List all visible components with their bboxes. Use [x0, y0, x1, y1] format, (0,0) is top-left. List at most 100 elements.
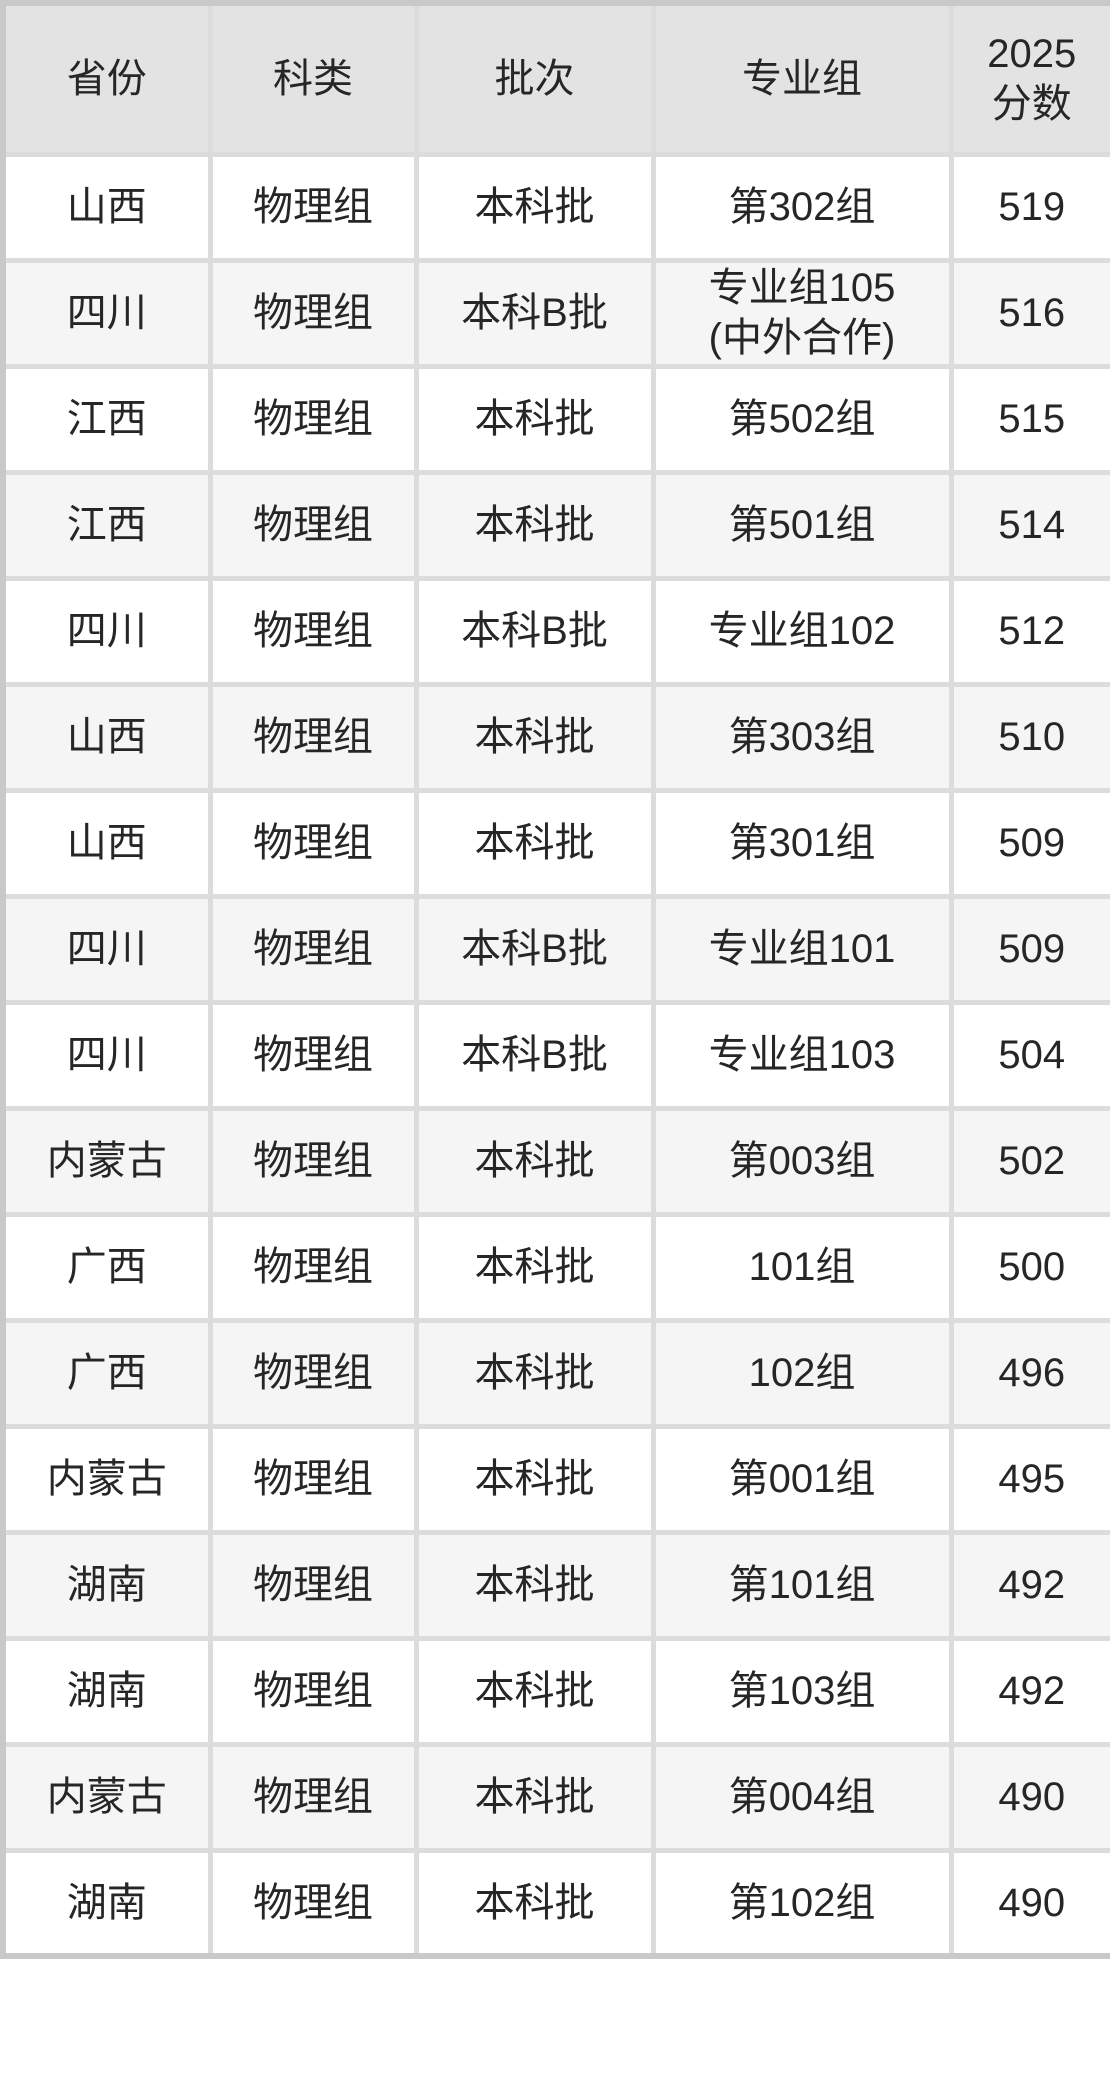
cell-batch: 本科批 — [413, 1635, 656, 1747]
cell-group: 第001组 — [650, 1423, 954, 1535]
table-row: 内蒙古 物理组 本科批 第004组 490 — [0, 1741, 1110, 1853]
table-body: 山西 物理组 本科批 第302组 519 四川 物理组 本科B批 专业组105 (中外合作) 51… — [0, 151, 1110, 1959]
cell-group: 第502组 — [650, 363, 954, 475]
cell-group: 第003组 — [650, 1105, 954, 1217]
cell-subject: 物理组 — [207, 1105, 419, 1217]
cell-subject: 物理组 — [207, 575, 419, 687]
table-row: 四川 物理组 本科B批 专业组101 509 — [0, 893, 1110, 1005]
cell-batch: 本科批 — [413, 1529, 656, 1641]
cell-subject: 物理组 — [207, 257, 419, 369]
cell-subject: 物理组 — [207, 1211, 419, 1323]
cell-subject: 物理组 — [207, 469, 419, 581]
cell-group: 第302组 — [650, 151, 954, 263]
cell-batch: 本科批 — [413, 1317, 656, 1429]
table-row: 广西 物理组 本科批 102组 496 — [0, 1317, 1110, 1429]
table-row: 四川 物理组 本科B批 专业组103 504 — [0, 999, 1110, 1111]
cell-group: 专业组105 (中外合作) — [650, 257, 954, 369]
cell-batch: 本科批 — [413, 1423, 656, 1535]
cell-group: 第103组 — [650, 1635, 954, 1747]
cell-batch: 本科批 — [413, 363, 656, 475]
cell-subject: 物理组 — [207, 1529, 419, 1641]
cell-province: 山西 — [0, 787, 213, 899]
cell-score: 504 — [948, 999, 1110, 1111]
scores-table: 省份 科类 批次 专业组 2025 分数 山西 物理组 本科批 第302组 519 四川物… — [0, 0, 1110, 1959]
table-row: 内蒙古 物理组 本科批 第003组 502 — [0, 1105, 1110, 1217]
table-row: 四川 物理组 本科B批 专业组102 512 — [0, 575, 1110, 687]
cell-subject: 物理组 — [207, 681, 419, 793]
cell-province: 广西 — [0, 1317, 213, 1429]
cell-group: 第501组 — [650, 469, 954, 581]
cell-score: 500 — [948, 1211, 1110, 1323]
cell-score: 490 — [948, 1741, 1110, 1853]
cell-score: 512 — [948, 575, 1110, 687]
cell-score: 515 — [948, 363, 1110, 475]
cell-province: 四川 — [0, 893, 213, 1005]
cell-subject: 物理组 — [207, 893, 419, 1005]
cell-group: 专业组102 — [650, 575, 954, 687]
cell-group: 专业组101 — [650, 893, 954, 1005]
table-row: 江西 物理组 本科批 第502组 515 — [0, 363, 1110, 475]
cell-score: 490 — [948, 1847, 1110, 1959]
cell-group: 第303组 — [650, 681, 954, 793]
cell-score: 510 — [948, 681, 1110, 793]
cell-province: 江西 — [0, 469, 213, 581]
col-header-province: 省份 — [0, 0, 213, 157]
cell-subject: 物理组 — [207, 1423, 419, 1535]
table-row: 山西 物理组 本科批 第303组 510 — [0, 681, 1110, 793]
cell-subject: 物理组 — [207, 1635, 419, 1747]
cell-group: 第301组 — [650, 787, 954, 899]
cell-batch: 本科批 — [413, 1105, 656, 1217]
cell-subject: 物理组 — [207, 1317, 419, 1429]
cell-subject: 物理组 — [207, 363, 419, 475]
cell-score: 516 — [948, 257, 1110, 369]
col-header-subject: 科类 — [207, 0, 419, 157]
cell-province: 湖南 — [0, 1847, 213, 1959]
cell-batch: 本科批 — [413, 1741, 656, 1853]
cell-province: 内蒙古 — [0, 1423, 213, 1535]
cell-batch: 本科B批 — [413, 893, 656, 1005]
table-row: 湖南 物理组 本科批 第102组 490 — [0, 1847, 1110, 1959]
cell-province: 湖南 — [0, 1529, 213, 1641]
table-row: 广西 物理组 本科批 101组 500 — [0, 1211, 1110, 1323]
cell-province: 四川 — [0, 257, 213, 369]
cell-score: 502 — [948, 1105, 1110, 1217]
cell-batch: 本科批 — [413, 787, 656, 899]
table-row: 湖南 物理组 本科批 第101组 492 — [0, 1529, 1110, 1641]
cell-province: 山西 — [0, 151, 213, 263]
table-row: 江西 物理组 本科批 第501组 514 — [0, 469, 1110, 581]
cell-group: 第101组 — [650, 1529, 954, 1641]
cell-score: 509 — [948, 787, 1110, 899]
cell-batch: 本科B批 — [413, 575, 656, 687]
table-row: 山西 物理组 本科批 第302组 519 — [0, 151, 1110, 263]
table-row: 山西 物理组 本科批 第301组 509 — [0, 787, 1110, 899]
cell-province: 江西 — [0, 363, 213, 475]
cell-province: 内蒙古 — [0, 1105, 213, 1217]
cell-province: 广西 — [0, 1211, 213, 1323]
cell-score: 509 — [948, 893, 1110, 1005]
cell-group: 第004组 — [650, 1741, 954, 1853]
cell-subject: 物理组 — [207, 151, 419, 263]
cell-subject: 物理组 — [207, 1741, 419, 1853]
col-header-score: 2025 分数 — [948, 0, 1110, 157]
cell-score: 496 — [948, 1317, 1110, 1429]
cell-score: 495 — [948, 1423, 1110, 1535]
cell-province: 四川 — [0, 999, 213, 1111]
cell-subject: 物理组 — [207, 1847, 419, 1959]
cell-score: 492 — [948, 1529, 1110, 1641]
cell-batch: 本科批 — [413, 681, 656, 793]
cell-group: 专业组103 — [650, 999, 954, 1111]
cell-province: 山西 — [0, 681, 213, 793]
cell-province: 内蒙古 — [0, 1741, 213, 1853]
cell-group: 第102组 — [650, 1847, 954, 1959]
cell-score: 519 — [948, 151, 1110, 263]
cell-score: 492 — [948, 1635, 1110, 1747]
table-row: 湖南 物理组 本科批 第103组 492 — [0, 1635, 1110, 1747]
cell-batch: 本科B批 — [413, 257, 656, 369]
col-header-batch: 批次 — [413, 0, 656, 157]
cell-batch: 本科批 — [413, 1847, 656, 1959]
cell-group: 102组 — [650, 1317, 954, 1429]
cell-province: 四川 — [0, 575, 213, 687]
cell-subject: 物理组 — [207, 999, 419, 1111]
col-header-group: 专业组 — [650, 0, 954, 157]
cell-score: 514 — [948, 469, 1110, 581]
